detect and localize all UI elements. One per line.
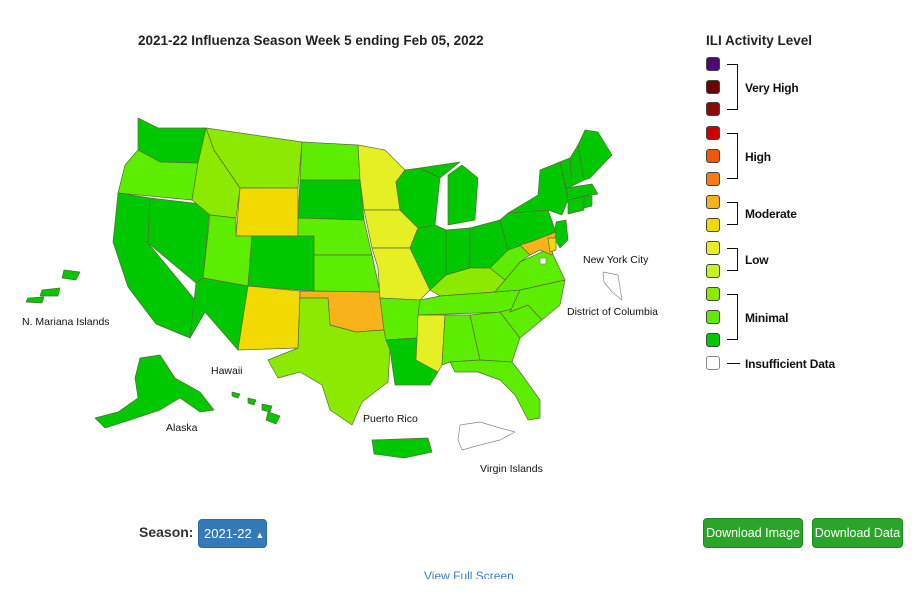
label-puerto-rico: Puerto Rico: [363, 413, 418, 425]
label-virgin-islands: Virgin Islands: [480, 463, 543, 475]
state-DC[interactable]: [539, 257, 547, 265]
view-full-screen-link[interactable]: View Full Screen: [424, 569, 514, 579]
state-WY[interactable]: [235, 187, 299, 237]
state-IN[interactable]: [445, 227, 471, 276]
state-MN[interactable]: [357, 144, 406, 211]
state-RI[interactable]: [583, 195, 593, 209]
legend-swatch-level-1a[interactable]: [706, 287, 720, 301]
legend-swatch-level-8[interactable]: [706, 102, 720, 116]
state-AR[interactable]: [379, 297, 421, 341]
map-title: 2021-22 Influenza Season Week 5 ending F…: [138, 33, 484, 48]
legend-label-low: Low: [745, 253, 769, 267]
legend-label-insufficient: Insufficient Data: [745, 357, 835, 371]
legend-bracket-moderate: [727, 202, 738, 225]
state-NM[interactable]: [237, 285, 301, 351]
state-PR[interactable]: [371, 437, 433, 459]
label-mariana: N. Mariana Islands: [22, 316, 110, 328]
state-KS[interactable]: [313, 254, 381, 293]
legend-swatch-level-5[interactable]: [706, 172, 720, 186]
season-dropdown[interactable]: 2021-22 ▲: [198, 519, 267, 548]
download-image-button[interactable]: Download Image: [703, 518, 803, 548]
state-MA[interactable]: [565, 183, 599, 201]
legend-label-moderate: Moderate: [745, 207, 797, 221]
legend-bracket-high: [727, 133, 738, 179]
legend-bracket-very-high: [727, 64, 738, 110]
label-hawaii: Hawaii: [211, 365, 243, 377]
state-AK[interactable]: [94, 354, 215, 429]
season-value: 2021-22: [204, 526, 252, 541]
label-nyc: New York City: [583, 254, 649, 266]
legend-bracket-low: [727, 248, 738, 271]
legend-swatch-level-9[interactable]: [706, 80, 720, 94]
state-AZ[interactable]: [189, 277, 249, 351]
download-data-button[interactable]: Download Data: [812, 518, 903, 548]
legend-swatch-level-1c[interactable]: [706, 333, 720, 347]
state-TX[interactable]: [267, 297, 391, 426]
state-NY[interactable]: [507, 161, 569, 216]
state-FL[interactable]: [449, 359, 541, 421]
state-HI[interactable]: [231, 391, 281, 425]
legend-bracket-minimal: [727, 294, 738, 340]
legend-insufficient-line: [727, 363, 740, 364]
state-ND[interactable]: [299, 141, 361, 181]
state-ME[interactable]: [577, 129, 613, 181]
legend-swatch-level-10[interactable]: [706, 57, 720, 71]
legend-label-very-high: Very High: [745, 81, 799, 95]
legend-swatch-level-3-moderate[interactable]: [706, 218, 720, 232]
state-MI[interactable]: [419, 161, 479, 226]
legend-swatch-level-6[interactable]: [706, 149, 720, 163]
label-alaska: Alaska: [166, 422, 198, 434]
legend-swatch-level-1b[interactable]: [706, 310, 720, 324]
state-VI[interactable]: [457, 421, 516, 451]
legend-label-high: High: [745, 150, 771, 164]
state-CO[interactable]: [247, 235, 315, 292]
legend-swatch-level-3-low[interactable]: [706, 241, 720, 255]
state-NYC[interactable]: [602, 271, 623, 301]
legend-title: ILI Activity Level: [706, 33, 813, 48]
state-MP[interactable]: [25, 269, 81, 304]
season-label: Season:: [139, 524, 194, 540]
legend-swatch-level-2[interactable]: [706, 264, 720, 278]
state-SD[interactable]: [297, 179, 365, 221]
state-MS[interactable]: [415, 314, 446, 373]
state-DE[interactable]: [547, 237, 557, 253]
legend-swatch-level-4[interactable]: [706, 195, 720, 209]
state-WI[interactable]: [395, 167, 441, 229]
caret-up-icon: ▲: [255, 530, 265, 540]
legend-swatch-insufficient[interactable]: [706, 356, 720, 370]
legend-label-minimal: Minimal: [745, 311, 789, 325]
legend-swatch-level-7[interactable]: [706, 126, 720, 140]
state-GA[interactable]: [469, 311, 521, 363]
state-MD[interactable]: [519, 231, 557, 256]
label-dc: District of Columbia: [567, 306, 659, 318]
